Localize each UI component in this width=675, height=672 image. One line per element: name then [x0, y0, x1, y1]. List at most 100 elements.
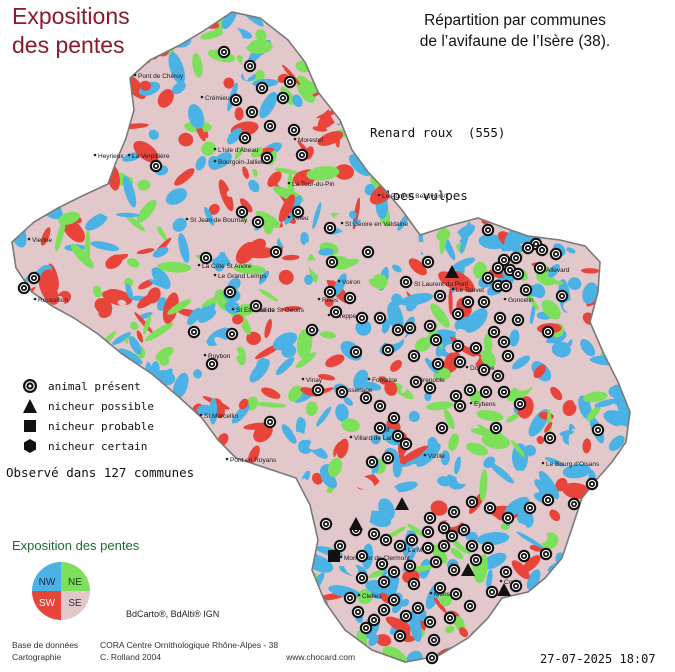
terrain-patch	[230, 615, 261, 624]
place-label: Pont en Royans	[230, 457, 277, 464]
credit-url[interactable]: www.chocard.com	[286, 652, 356, 662]
terrain-patch	[162, 292, 179, 324]
marker-animal-present	[305, 323, 319, 337]
terrain-patch	[442, 165, 461, 175]
terrain-patch	[592, 355, 624, 360]
terrain-patch	[197, 559, 209, 588]
terrain-patch	[284, 534, 294, 565]
marker-animal-present	[493, 311, 507, 325]
marker-animal-present	[465, 539, 479, 553]
terrain-patch	[564, 12, 576, 27]
terrain-patch	[550, 215, 561, 229]
terrain-patch	[484, 601, 491, 610]
terrain-patch	[474, 154, 501, 168]
terrain-patch	[319, 331, 337, 339]
terrain-patch	[528, 50, 540, 76]
map-title-line2: des pentes	[12, 32, 125, 58]
terrain-patch	[97, 234, 125, 242]
terrain-patch	[626, 377, 630, 402]
terrain-patch	[312, 126, 328, 132]
terrain-patch	[608, 551, 625, 578]
rose-quadrant-sw	[32, 591, 61, 620]
terrain-patch	[582, 210, 590, 232]
marker-animal-present	[217, 45, 231, 59]
marker-animal-present	[263, 119, 277, 133]
terrain-patch	[165, 188, 188, 205]
terrain-patch	[231, 498, 247, 526]
terrain-patch	[601, 12, 608, 25]
terrain-patch	[55, 219, 66, 252]
marker-animal-present	[411, 601, 425, 615]
terrain-patch	[431, 92, 447, 116]
marker-animal-present	[523, 501, 537, 515]
terrain-patch	[255, 29, 267, 42]
terrain-patch	[407, 524, 426, 538]
terrain-patch	[211, 152, 232, 169]
terrain-patch	[235, 346, 247, 366]
marker-animal-present	[260, 151, 274, 165]
terrain-patch	[415, 49, 431, 63]
terrain-patch	[372, 274, 388, 290]
terrain-patch	[448, 433, 459, 452]
terrain-patch	[408, 258, 427, 276]
terrain-patch	[509, 620, 524, 629]
marker-animal-present	[359, 621, 373, 635]
place-label: La Tour-du-Pin	[292, 181, 335, 188]
marker-animal-present	[311, 383, 325, 397]
terrain-patch	[624, 345, 630, 361]
terrain-patch	[15, 587, 31, 601]
terrain-patch	[12, 386, 20, 408]
terrain-patch	[258, 621, 272, 633]
terrain-patch	[300, 231, 309, 246]
marker-animal-present	[235, 205, 249, 219]
terrain-patch	[388, 134, 404, 165]
place-dot	[287, 215, 291, 219]
terrain-patch	[411, 420, 424, 427]
terrain-patch	[38, 497, 50, 507]
terrain-patch	[145, 322, 174, 342]
place-dot	[469, 401, 473, 405]
terrain-patch	[511, 560, 530, 580]
place-label: Pont de Chéruy	[138, 73, 184, 80]
terrain-patch	[12, 435, 15, 462]
place-label: Heyrieux	[98, 153, 124, 160]
terrain-patch	[603, 541, 620, 566]
terrain-patch	[56, 343, 71, 355]
terrain-patch	[491, 15, 504, 35]
terrain-patch	[94, 298, 113, 315]
terrain-patch	[220, 539, 253, 550]
terrain-patch	[377, 110, 389, 124]
terrain-patch	[328, 457, 343, 478]
marker-animal-present	[555, 289, 569, 303]
terrain-patch	[246, 39, 273, 54]
terrain-patch	[537, 630, 547, 636]
terrain-patch	[622, 369, 630, 385]
terrain-patch	[464, 308, 488, 333]
terrain-patch	[137, 292, 158, 309]
terrain-patch	[298, 439, 314, 454]
terrain-patch	[425, 401, 454, 411]
terrain-patch	[368, 116, 378, 134]
marker-animal-present	[423, 381, 437, 395]
terrain-patch	[476, 532, 510, 546]
terrain-patch	[536, 435, 545, 445]
terrain-patch	[545, 587, 575, 604]
department-outline	[11, 11, 631, 663]
marker-animal-present	[501, 511, 515, 525]
place-dot	[225, 457, 229, 461]
terrain-patch	[357, 589, 373, 605]
terrain-patch	[432, 157, 450, 181]
terrain-patch	[309, 433, 333, 450]
terrain-patch	[12, 293, 31, 302]
terrain-patch	[438, 592, 453, 607]
marker-animal-present	[465, 495, 479, 509]
terrain-patch	[446, 197, 460, 205]
terrain-patch	[582, 391, 608, 403]
terrain-patch	[12, 134, 15, 161]
marker-animal-present	[477, 363, 491, 377]
terrain-patch	[58, 1, 88, 12]
terrain-patch	[369, 109, 390, 128]
terrain-patch	[591, 527, 600, 557]
terrain-patch	[453, 25, 482, 40]
